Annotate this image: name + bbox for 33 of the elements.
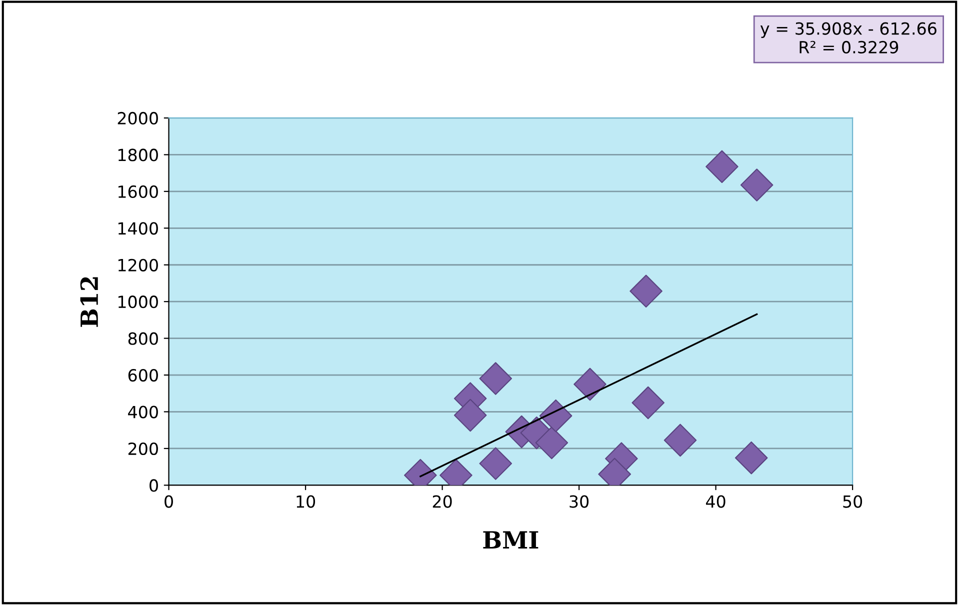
- point: [740, 168, 774, 202]
- y-tick-label: 0: [150, 479, 158, 492]
- y-tick-label: 1600: [118, 185, 158, 198]
- y-tick-label: 1800: [118, 148, 158, 162]
- y-tick-label: 2000: [118, 112, 158, 125]
- point: [632, 386, 664, 420]
- x-tick-label: 10: [296, 495, 316, 508]
- x-tick-label: 40: [706, 495, 726, 508]
- y-tick-label: 1200: [118, 258, 158, 272]
- x-tick-label: 0: [164, 495, 173, 508]
- point: [574, 368, 606, 401]
- y-tick-label: 400: [128, 406, 158, 418]
- point: [539, 399, 572, 432]
- x-tick-label: 20: [432, 495, 452, 508]
- point: [734, 441, 768, 474]
- y-tick-label: 1000: [118, 296, 158, 308]
- y-tick-label: 1400: [118, 222, 158, 235]
- point: [535, 426, 568, 460]
- point: [454, 398, 487, 432]
- x-tick-label: 30: [570, 495, 589, 508]
- y-tick-label: 800: [128, 332, 158, 345]
- x-axis-title: BMI: [483, 531, 538, 548]
- x-tick-label: 50: [843, 495, 862, 508]
- text: R² = 0.3229: [800, 40, 898, 54]
- text: y = 35.908x - 612.66: [760, 22, 936, 38]
- point: [630, 274, 662, 308]
- y-tick-label: 200: [128, 442, 158, 456]
- y-axis-title: B12: [80, 277, 98, 327]
- point: [706, 150, 738, 184]
- point: [479, 447, 512, 480]
- y-tick-label: 600: [128, 369, 158, 382]
- point: [664, 424, 697, 457]
- point: [479, 362, 512, 395]
